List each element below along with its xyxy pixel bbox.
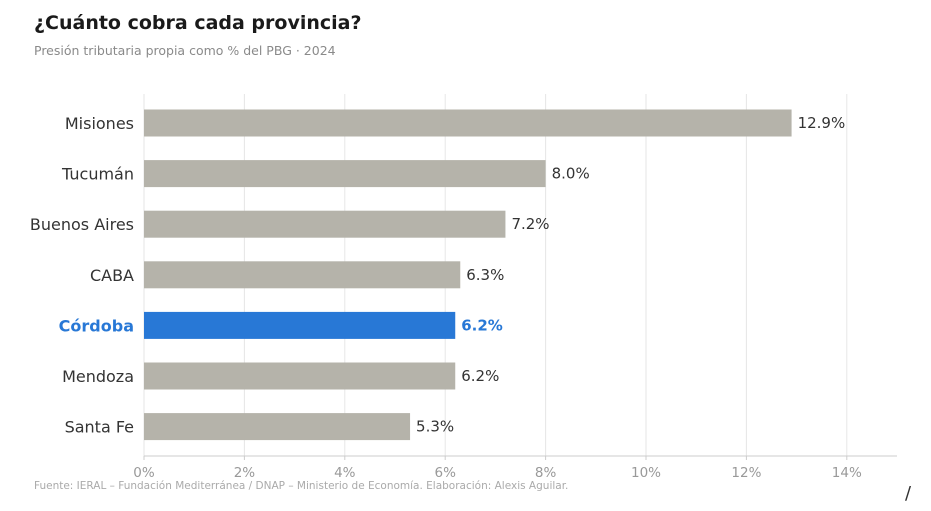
category-label-3: CABA — [90, 266, 134, 285]
bar-1 — [144, 160, 546, 188]
category-label-2: Buenos Aires — [30, 215, 134, 234]
bar-6 — [144, 413, 411, 441]
value-label-1: 8.0% — [552, 165, 590, 183]
x-tick-label-4: 8% — [535, 465, 557, 481]
x-tick-label-2: 4% — [334, 465, 356, 481]
x-tick-label-1: 2% — [234, 465, 256, 481]
bar-4 — [144, 311, 456, 339]
chart-subtitle: Presión tributaria propia como % del PBG… — [34, 43, 336, 58]
x-tick-label-0: 0% — [133, 465, 155, 481]
value-label-0: 12.9% — [798, 114, 846, 132]
value-label-3: 6.3% — [466, 266, 504, 284]
x-tick-label-7: 14% — [832, 465, 862, 481]
corner-mark: / — [905, 483, 912, 504]
value-label-2: 7.2% — [511, 215, 549, 233]
value-label-6: 5.3% — [416, 418, 454, 436]
chart-title: ¿Cuánto cobra cada provincia? — [34, 12, 362, 34]
bar-2 — [144, 210, 506, 238]
source-note: Fuente: IERAL – Fundación Mediterránea /… — [34, 480, 569, 492]
category-label-5: Mendoza — [62, 367, 134, 386]
bar-5 — [144, 362, 456, 390]
bar-3 — [144, 261, 461, 289]
value-label-4: 6.2% — [461, 316, 503, 334]
x-tick-label-6: 12% — [731, 465, 761, 481]
x-tick-label-3: 6% — [434, 465, 456, 481]
value-label-5: 6.2% — [461, 367, 499, 385]
category-label-0: Misiones — [65, 114, 134, 133]
category-label-4: Córdoba — [59, 316, 134, 335]
x-tick-label-5: 10% — [631, 465, 661, 481]
category-label-1: Tucumán — [61, 165, 134, 184]
bar-0 — [144, 109, 792, 137]
category-label-6: Santa Fe — [65, 418, 134, 437]
